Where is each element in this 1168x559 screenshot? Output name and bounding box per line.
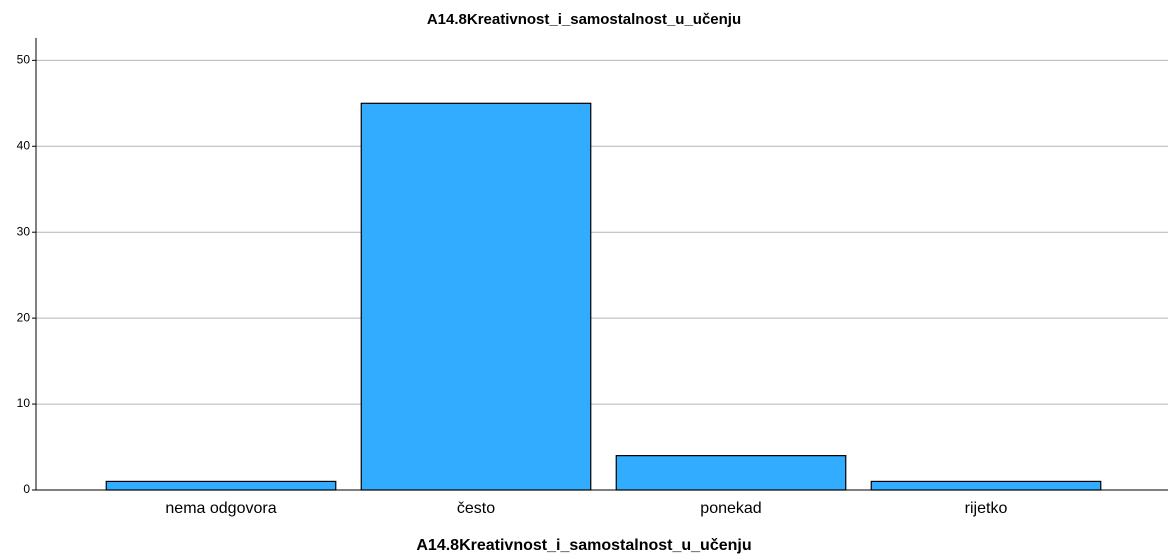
x-tick-label: nema odgovora bbox=[165, 500, 276, 517]
y-tick-label: 40 bbox=[17, 138, 31, 152]
bar bbox=[105, 480, 337, 491]
y-tick-label: 30 bbox=[17, 224, 31, 238]
y-tick-label: 20 bbox=[17, 310, 31, 324]
bar bbox=[615, 455, 847, 491]
bar bbox=[870, 480, 1102, 491]
x-tick-label: često bbox=[457, 500, 495, 517]
x-tick-label: rijetko bbox=[965, 500, 1008, 517]
bar bbox=[360, 102, 592, 491]
y-tick-label: 10 bbox=[17, 396, 31, 410]
x-axis-title: A14.8Kreativnost_i_samostalnost_u_učenju bbox=[416, 537, 751, 554]
chart-title: A14.8Kreativnost_i_samostalnost_u_učenju bbox=[427, 11, 741, 28]
x-tick-label: ponekad bbox=[700, 500, 761, 517]
y-tick-label: 0 bbox=[23, 482, 30, 496]
y-tick-label: 50 bbox=[17, 53, 31, 67]
